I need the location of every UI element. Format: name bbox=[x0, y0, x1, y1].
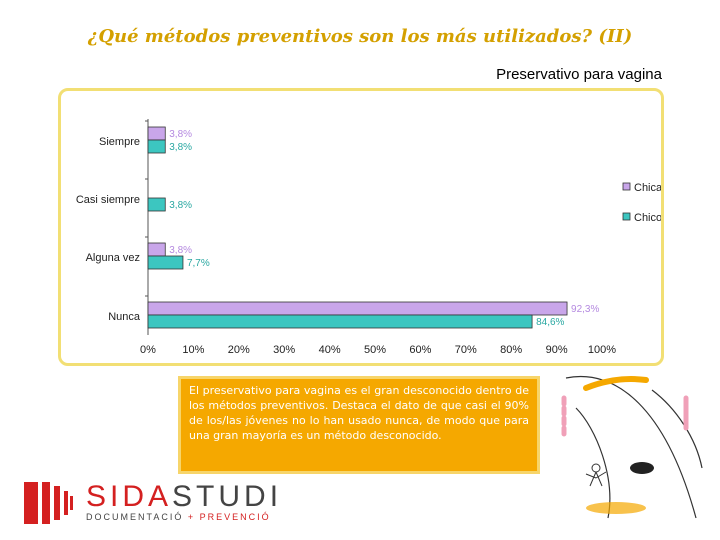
bar-chica bbox=[147, 242, 166, 257]
legend-swatch bbox=[622, 212, 631, 221]
legend-swatch bbox=[622, 182, 631, 191]
x-tick-label: 100% bbox=[588, 344, 616, 356]
logo-mark-icon bbox=[24, 482, 73, 524]
data-label: 3,8% bbox=[169, 200, 192, 211]
logo-sida: SIDA bbox=[86, 480, 173, 513]
chart-subtitle: Preservativo para vagina bbox=[496, 66, 662, 83]
legend-label: Chica bbox=[634, 182, 661, 194]
x-tick-label: 40% bbox=[319, 344, 341, 356]
logo-wordmark: SIDASTUDI bbox=[86, 480, 282, 514]
logo-studi: STUDI bbox=[172, 480, 283, 513]
x-tick-label: 50% bbox=[364, 344, 386, 356]
bar-chart: Siempre Casi siempre Alguna vez Nunca 3,8% 3,… bbox=[76, 119, 661, 356]
x-tick-label: 30% bbox=[273, 344, 295, 356]
data-label: 3,8% bbox=[169, 245, 192, 256]
category-label: Nunca bbox=[108, 311, 141, 323]
x-tick-label: 70% bbox=[455, 344, 477, 356]
logo-tagline: DOCUMENTACIÓ + PREVENCIÓ bbox=[86, 512, 271, 522]
data-label: 3,8% bbox=[169, 142, 192, 153]
bar-chico bbox=[147, 255, 184, 270]
data-label: 84,6% bbox=[536, 317, 564, 328]
sidastudi-logo: SIDASTUDI DOCUMENTACIÓ + PREVENCIÓ bbox=[24, 480, 294, 526]
legend-label: Chico bbox=[634, 212, 661, 224]
category-label: Casi siempre bbox=[76, 194, 140, 206]
condom-illustration-icon bbox=[561, 376, 703, 519]
logo-tag-prev: + PREVENCIÓ bbox=[187, 512, 271, 522]
logo-tag-doc: DOCUMENTACIÓ bbox=[86, 512, 184, 522]
x-tick-label: 90% bbox=[546, 344, 568, 356]
data-label: 3,8% bbox=[169, 129, 192, 140]
page-title: ¿Qué métodos preventivos son los más uti… bbox=[87, 26, 633, 47]
x-tick-label: 60% bbox=[409, 344, 431, 356]
bar-chico bbox=[147, 139, 166, 154]
category-label: Siempre bbox=[99, 136, 140, 148]
chart-panel: Siempre Casi siempre Alguna vez Nunca 3,8% 3,… bbox=[58, 88, 664, 366]
x-tick-label: 20% bbox=[228, 344, 250, 356]
x-tick-label: 0% bbox=[140, 344, 156, 356]
category-label: Alguna vez bbox=[86, 252, 140, 264]
note-box: El preservativo para vagina es el gran d… bbox=[178, 376, 540, 474]
x-tick-label: 80% bbox=[500, 344, 522, 356]
bar-chica bbox=[147, 301, 568, 316]
x-tick-label: 10% bbox=[182, 344, 204, 356]
bar-chico bbox=[147, 314, 533, 329]
data-label: 92,3% bbox=[571, 304, 599, 315]
bar-chico bbox=[147, 197, 166, 212]
data-label: 7,7% bbox=[187, 258, 210, 269]
bar-chica bbox=[147, 126, 166, 141]
